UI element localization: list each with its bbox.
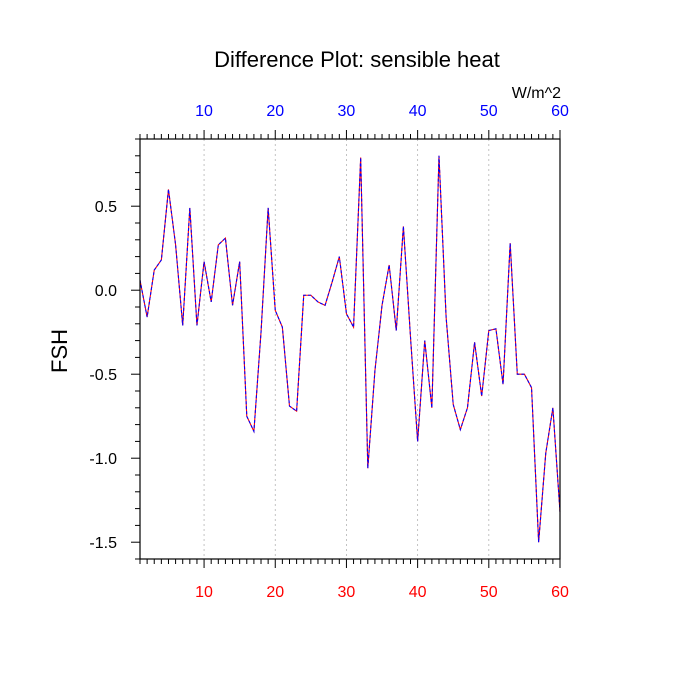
y-tick-label: -1.0 <box>89 451 117 468</box>
x-tick-label-bottom: 20 <box>266 584 284 601</box>
y-tick-label: -1.5 <box>89 535 117 552</box>
x-tick-label-top: 30 <box>338 103 356 120</box>
series-layer <box>139 155 561 543</box>
x-tick-label-top: 10 <box>195 103 213 120</box>
y-tick-label: 0.0 <box>95 283 117 300</box>
x-tick-label-top: 40 <box>409 103 427 120</box>
x-tick-label-bottom: 30 <box>338 584 356 601</box>
chart-title: Difference Plot: sensible heat <box>214 47 500 72</box>
x-tick-label-top: 20 <box>266 103 284 120</box>
x-tick-label-bottom: 40 <box>409 584 427 601</box>
x-tick-label-bottom: 60 <box>551 584 569 601</box>
y-axis-label: FSH <box>47 329 72 373</box>
series-line-red <box>139 155 561 543</box>
y-tick-label: -0.5 <box>89 367 117 384</box>
x-tick-label-top: 60 <box>551 103 569 120</box>
x-tick-label-bottom: 10 <box>195 584 213 601</box>
x-tick-label-bottom: 50 <box>480 584 498 601</box>
units-label: W/m^2 <box>512 85 561 102</box>
tick-labels-layer: 10 10 20 20 30 30 40 40 50 50 60 60 0.5 0.0 -0.5 -1.0 -1… <box>89 103 569 601</box>
plot-frame <box>139 138 561 560</box>
grid-layer <box>203 139 561 559</box>
y-tick-label: 0.5 <box>95 199 117 216</box>
x-tick-label-top: 50 <box>480 103 498 120</box>
series-line-blue <box>139 155 561 543</box>
axes-layer <box>131 130 561 568</box>
